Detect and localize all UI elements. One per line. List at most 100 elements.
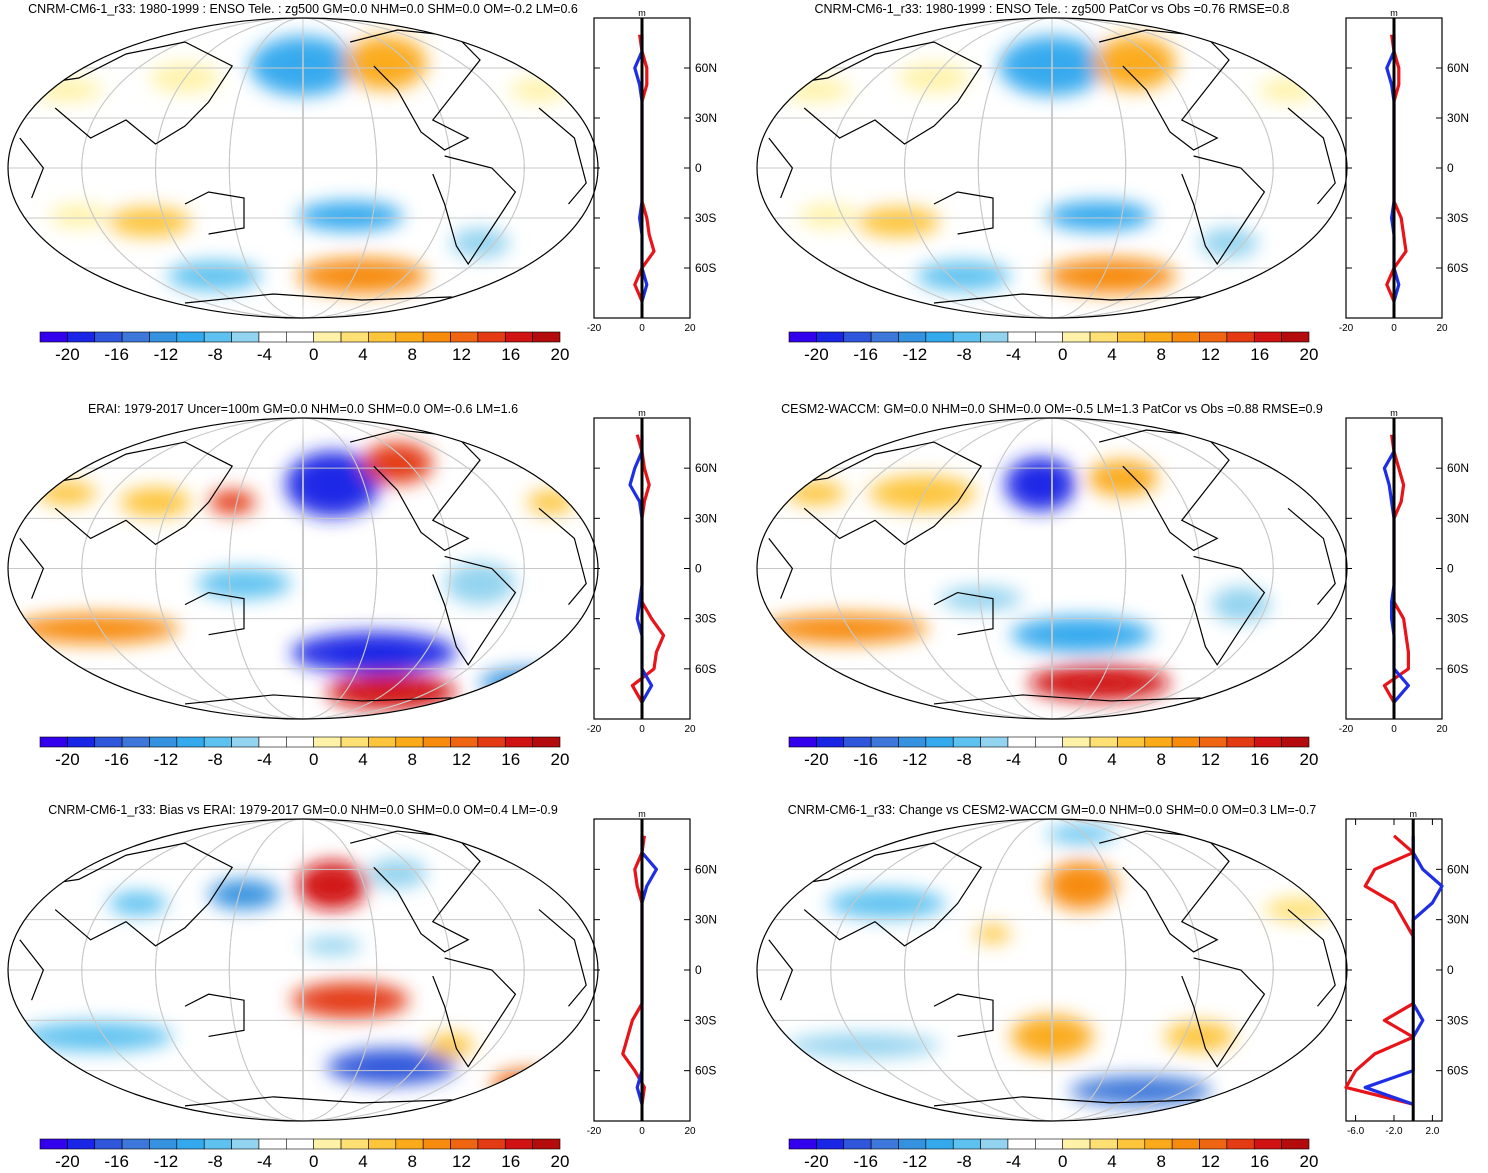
colorbar-swatch bbox=[925, 1138, 954, 1150]
colorbar-label: 8 bbox=[1156, 1152, 1165, 1171]
colorbar-swatch bbox=[1226, 1138, 1255, 1150]
colorbar-swatch bbox=[313, 736, 342, 748]
colorbar-label: 0 bbox=[1058, 1152, 1067, 1171]
colorbar-swatch bbox=[1035, 736, 1063, 748]
colorbar-swatch bbox=[898, 736, 927, 748]
lat-label: 30N bbox=[695, 511, 717, 525]
lat-label: 30S bbox=[695, 1013, 716, 1027]
colorbar-swatch bbox=[67, 331, 96, 343]
lat-label: 60S bbox=[695, 1064, 716, 1078]
colorbar-label: 12 bbox=[452, 1152, 471, 1171]
colorbar-swatch bbox=[1144, 736, 1173, 748]
colorbar-label: -16 bbox=[853, 750, 878, 769]
colorbar-swatch bbox=[980, 331, 1009, 343]
zonal-profile-3: 60N 30N 0 30S 60S -20 0 20 m bbox=[587, 408, 717, 735]
colorbar-swatch bbox=[788, 331, 817, 343]
colorbar-swatch bbox=[1089, 736, 1118, 748]
colorbar-label: 20 bbox=[1300, 1152, 1319, 1171]
colorbar-swatch bbox=[1117, 331, 1146, 343]
profile-x-tick: 2.0 bbox=[1425, 1126, 1439, 1137]
colorbar-swatch bbox=[477, 736, 506, 748]
colorbar-swatch bbox=[870, 331, 899, 343]
profile-x-tick: 0 bbox=[1391, 724, 1397, 735]
profile-x-tick: -20 bbox=[587, 323, 602, 334]
colorbar-swatch bbox=[532, 736, 561, 748]
colorbar-swatch bbox=[870, 1138, 899, 1150]
colorbar-label: -12 bbox=[903, 345, 928, 364]
colorbar-label: 20 bbox=[1300, 750, 1319, 769]
colorbar-swatch bbox=[816, 1138, 845, 1150]
profile-x-tick: -20 bbox=[1339, 724, 1354, 735]
colorbar-label: -8 bbox=[957, 1152, 972, 1171]
colorbar-label: 8 bbox=[1156, 750, 1165, 769]
profile-unit: m bbox=[1409, 809, 1417, 819]
panel-title: CNRM-CM6-1_r33: 1980-1999 : ENSO Tele. :… bbox=[28, 2, 578, 16]
colorbar-label: -4 bbox=[1006, 345, 1021, 364]
colorbar-swatch bbox=[422, 1138, 451, 1150]
colorbar-swatch bbox=[203, 736, 232, 748]
colorbar-swatch bbox=[340, 736, 369, 748]
colorbar-label: 0 bbox=[1058, 345, 1067, 364]
profile-x-tick: -20 bbox=[1339, 323, 1354, 334]
colorbar-swatch bbox=[1062, 736, 1091, 748]
colorbar-label: -8 bbox=[208, 345, 223, 364]
colorbar-label: 0 bbox=[309, 750, 318, 769]
colorbar-swatch bbox=[843, 1138, 872, 1150]
lat-label: 60N bbox=[1447, 461, 1469, 475]
colorbar-label: 16 bbox=[1250, 345, 1269, 364]
colorbar-6: -20 -16 -12 -8 -4 0 4 8 12 16 20 bbox=[788, 1138, 1319, 1171]
colorbar-swatch bbox=[1253, 1138, 1282, 1150]
graticule bbox=[757, 18, 1347, 318]
lat-label: 30N bbox=[1447, 913, 1469, 927]
colorbar-swatch bbox=[1117, 1138, 1146, 1150]
zonal-profile-5: 60N 30N 0 30S 60S -20 0 20 m bbox=[587, 809, 717, 1137]
colorbar-label: -8 bbox=[208, 1152, 223, 1171]
colorbar-swatch bbox=[504, 331, 533, 343]
lat-label: 30N bbox=[1447, 111, 1469, 125]
colorbar-swatch bbox=[1281, 736, 1310, 748]
profile-x-tick: -6.0 bbox=[1347, 1126, 1365, 1137]
colorbar-label: 8 bbox=[407, 750, 416, 769]
colorbar-swatch bbox=[39, 736, 68, 748]
colorbar-label: -16 bbox=[853, 345, 878, 364]
colorbar-swatch bbox=[340, 331, 369, 343]
panel-title: CESM2-WACCM: GM=0.0 NHM=0.0 SHM=0.0 OM=-… bbox=[781, 402, 1323, 416]
colorbar-swatch bbox=[422, 736, 451, 748]
colorbar-label: 8 bbox=[1156, 345, 1165, 364]
colorbar-label: -20 bbox=[804, 345, 829, 364]
lat-label: 60S bbox=[1447, 261, 1468, 275]
colorbar-swatch bbox=[952, 1138, 981, 1150]
colorbar-swatch bbox=[149, 1138, 178, 1150]
profile-line-red bbox=[1382, 434, 1411, 704]
lat-label: 60N bbox=[695, 862, 717, 876]
map-panel-6 bbox=[756, 818, 1348, 1122]
colorbar-swatch bbox=[952, 331, 981, 343]
colorbar-swatch bbox=[94, 1138, 123, 1150]
colorbar-swatch bbox=[258, 1138, 287, 1150]
colorbar-label: -4 bbox=[257, 750, 272, 769]
colorbar-1: -20 -16 -12 -8 -4 0 4 8 12 16 20 bbox=[39, 331, 569, 364]
colorbar-label: 4 bbox=[358, 750, 367, 769]
colorbar-label: 0 bbox=[309, 1152, 318, 1171]
lat-label: 30S bbox=[1447, 211, 1468, 225]
colorbar-swatch bbox=[1199, 736, 1228, 748]
colorbar-label: -12 bbox=[154, 750, 179, 769]
colorbar-label: -16 bbox=[853, 1152, 878, 1171]
colorbar-swatch bbox=[1007, 1138, 1036, 1150]
colorbar-swatch bbox=[121, 331, 150, 343]
colorbar-label: -8 bbox=[957, 345, 972, 364]
colorbar-swatch bbox=[67, 1138, 96, 1150]
colorbar-swatch bbox=[1253, 736, 1282, 748]
colorbar-label: 12 bbox=[1201, 345, 1220, 364]
profile-x-tick: 0 bbox=[639, 724, 645, 735]
lat-label: 0 bbox=[695, 963, 702, 977]
colorbar-swatch bbox=[1226, 736, 1255, 748]
colorbar-label: -20 bbox=[55, 750, 80, 769]
colorbar-swatch bbox=[1007, 331, 1036, 343]
colorbar-swatch bbox=[368, 1138, 397, 1150]
anomaly-field bbox=[762, 457, 1271, 701]
profile-unit: m bbox=[638, 408, 646, 418]
colorbar-swatch bbox=[368, 736, 397, 748]
colorbar-swatch bbox=[980, 736, 1009, 748]
